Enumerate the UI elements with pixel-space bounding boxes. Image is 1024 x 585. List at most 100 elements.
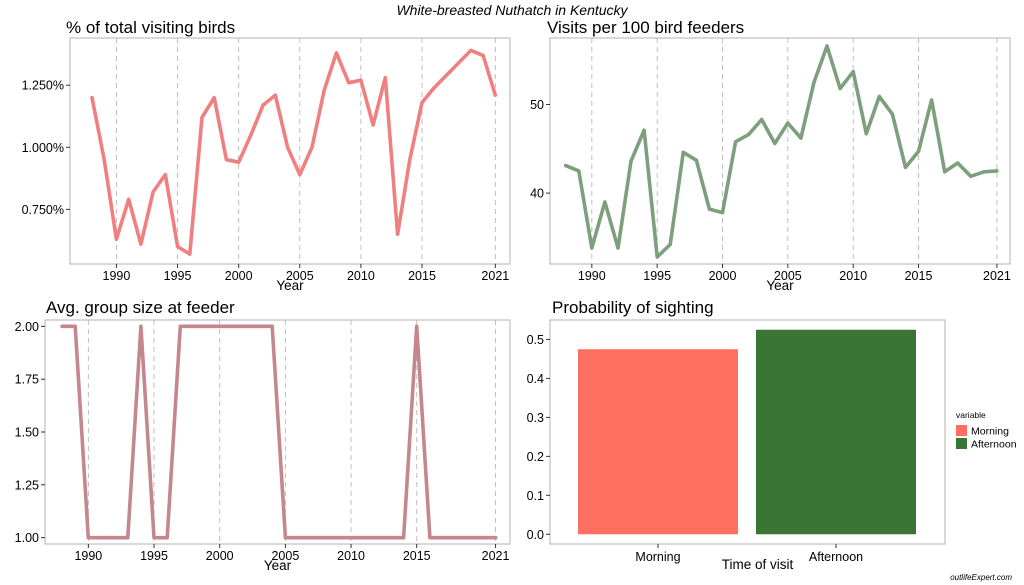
series-line-pct — [90, 48, 498, 256]
x-axis-label: Year — [264, 558, 292, 573]
panel-title: Probability of sighting — [552, 298, 714, 317]
x-tick-label: 2015 — [905, 269, 933, 283]
data-point — [930, 98, 934, 102]
data-point — [469, 48, 473, 53]
data-point — [86, 536, 90, 540]
data-point — [163, 173, 167, 177]
y-tick-label: 0.0 — [527, 528, 544, 542]
y-tick-label: 1.000% — [22, 141, 64, 155]
data-point — [799, 136, 803, 140]
data-point — [825, 44, 829, 48]
panel-pct: % of total visiting birds 0.750% 1.000% 1.2… — [22, 18, 511, 293]
data-point — [577, 169, 581, 173]
data-point — [642, 128, 646, 132]
x-tick-label: 1990 — [74, 549, 102, 563]
data-point — [694, 158, 699, 162]
x-tick-label: 2000 — [206, 549, 234, 563]
panel-border — [549, 319, 946, 545]
y-tick-label: 50 — [530, 98, 544, 112]
panel-border — [549, 37, 1011, 265]
bar-afternoon — [756, 329, 916, 535]
data-point — [890, 112, 895, 116]
x-axis-label: Year — [276, 278, 304, 293]
data-point — [176, 245, 180, 249]
panel-border — [69, 37, 511, 265]
x-tick-label: 2010 — [347, 269, 375, 283]
y-tick-label: 1.250% — [22, 79, 64, 93]
data-point — [298, 173, 302, 177]
x-tick-label: 2015 — [408, 269, 436, 283]
data-point — [494, 536, 498, 540]
panel-group: Avg. group size at feeder 1.00 1.25 1.50 1.7… — [15, 298, 511, 573]
x-tick-label: 1995 — [643, 269, 671, 283]
data-point — [283, 536, 287, 540]
y-tick-label: 0.4 — [527, 372, 544, 386]
data-point — [903, 165, 908, 169]
data-point — [178, 324, 182, 328]
data-point — [481, 53, 485, 58]
data-point — [995, 169, 999, 173]
data-point — [969, 174, 973, 178]
legend-swatch — [956, 438, 967, 449]
data-point — [139, 242, 143, 246]
data-point — [786, 121, 790, 125]
x-tick-label: 1990 — [103, 269, 131, 283]
data-point — [877, 94, 881, 99]
data-point — [90, 96, 94, 100]
panel-title: Visits per 100 bird feeders — [547, 18, 744, 37]
data-point — [165, 536, 169, 540]
data-point — [347, 81, 351, 85]
x-tick-label: 2000 — [225, 269, 253, 283]
panel-visits: Visits per 100 bird feeders 40 50 1990 1995 2… — [530, 18, 1011, 293]
x-tick-label: 1990 — [578, 269, 606, 283]
data-point — [152, 536, 156, 540]
data-point — [428, 536, 432, 540]
x-axis-label: Time of visit — [722, 557, 794, 572]
x-tick-label: 2005 — [271, 549, 299, 563]
series-line-visits — [563, 44, 999, 259]
data-point — [564, 164, 568, 168]
data-point — [334, 51, 338, 55]
legend-swatch — [956, 425, 967, 436]
data-point — [270, 324, 274, 328]
data-point — [707, 207, 712, 211]
data-point — [237, 160, 241, 164]
data-point — [982, 170, 986, 174]
data-point — [383, 76, 387, 80]
x-tick-label: 2010 — [839, 269, 867, 283]
data-point — [655, 255, 659, 259]
data-point — [812, 80, 816, 84]
data-point — [396, 232, 400, 236]
data-point — [408, 158, 412, 162]
x-tick-label: 2015 — [403, 549, 431, 563]
data-point — [139, 324, 143, 328]
data-point — [102, 158, 106, 162]
data-point — [273, 93, 277, 97]
data-point — [943, 170, 947, 174]
data-point — [616, 246, 620, 250]
data-point — [371, 123, 375, 127]
x-tick-label: 2021 — [983, 269, 1011, 283]
y-tick-label: 0.750% — [22, 203, 64, 217]
panel-prob: Probability of sighting 0.0 0.1 0.2 0.3 0.4 0.… — [527, 298, 1017, 572]
credit-text: outlifeExpert.com — [950, 573, 1012, 582]
data-point — [151, 190, 155, 194]
series-line-group — [60, 324, 498, 540]
x-tick-label: 2010 — [337, 549, 365, 563]
data-point — [60, 324, 64, 328]
y-tick-label: 40 — [530, 187, 544, 201]
data-point — [188, 252, 192, 256]
data-point — [851, 70, 855, 74]
y-tick-label: 0.1 — [527, 489, 544, 503]
x-axis-label: Year — [766, 278, 794, 293]
data-point — [73, 324, 77, 328]
data-point — [224, 158, 228, 162]
x-tick-label: Afternoon — [809, 550, 863, 564]
data-point — [603, 200, 607, 204]
data-point — [415, 324, 419, 328]
x-tick-label: 2000 — [709, 269, 737, 283]
y-tick-label: 1.50 — [15, 426, 39, 440]
chart-panels: % of total visiting birds 0.750% 1.000% 1.2… — [15, 18, 1017, 573]
data-point — [286, 145, 290, 149]
y-tick-label: 1.75 — [15, 373, 39, 387]
